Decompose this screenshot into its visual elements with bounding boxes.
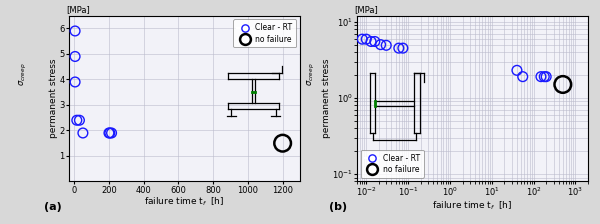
Point bbox=[107, 131, 116, 135]
Point bbox=[105, 131, 115, 135]
Point bbox=[358, 37, 367, 41]
Point bbox=[70, 80, 80, 84]
Point bbox=[74, 118, 84, 122]
Text: (b): (b) bbox=[329, 202, 347, 212]
Text: $\sigma_{creep}$: $\sigma_{creep}$ bbox=[18, 62, 29, 86]
Point bbox=[512, 69, 522, 72]
Point bbox=[78, 131, 88, 135]
Point bbox=[394, 46, 404, 50]
Text: $\sigma_{creep}$: $\sigma_{creep}$ bbox=[306, 62, 317, 86]
Point bbox=[366, 40, 376, 43]
Point bbox=[536, 75, 546, 78]
Text: (a): (a) bbox=[44, 202, 61, 212]
Text: [MPa]: [MPa] bbox=[355, 5, 379, 14]
X-axis label: failure time t$_f$  [h]: failure time t$_f$ [h] bbox=[144, 196, 225, 209]
Point bbox=[518, 75, 527, 78]
Point bbox=[376, 43, 385, 46]
Point bbox=[278, 141, 287, 145]
Point bbox=[72, 118, 82, 122]
X-axis label: failure time t$_f$  [h]: failure time t$_f$ [h] bbox=[432, 199, 513, 212]
Y-axis label: permanent stress: permanent stress bbox=[322, 59, 331, 138]
Legend: Clear - RT, no failure: Clear - RT, no failure bbox=[361, 150, 424, 178]
Point bbox=[370, 40, 380, 43]
Point bbox=[104, 131, 114, 135]
Point bbox=[361, 37, 371, 41]
Point bbox=[541, 75, 551, 78]
Point bbox=[558, 83, 568, 86]
Point bbox=[382, 43, 391, 47]
Text: [MPa]: [MPa] bbox=[67, 5, 91, 14]
Point bbox=[70, 55, 80, 58]
Legend: Clear - RT, no failure: Clear - RT, no failure bbox=[233, 19, 296, 47]
Point bbox=[398, 46, 407, 50]
Y-axis label: permanent stress: permanent stress bbox=[49, 59, 58, 138]
Point bbox=[539, 75, 549, 78]
Point bbox=[70, 29, 80, 33]
